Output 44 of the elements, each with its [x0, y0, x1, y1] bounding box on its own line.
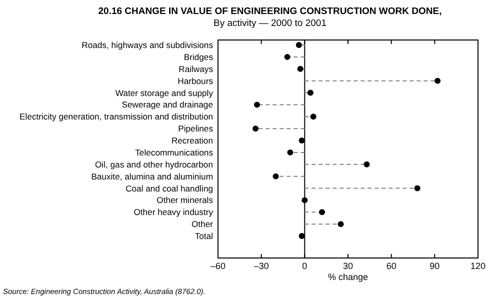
point [254, 102, 260, 108]
x-axis-title: % change [328, 272, 368, 282]
point [297, 66, 304, 72]
x-tick-label: 90 [430, 261, 440, 271]
x-tick-label: –30 [254, 261, 269, 271]
y-tick-label: Oil, gas and other hydrocarbon [95, 159, 214, 170]
x-tick-label: 60 [386, 261, 396, 271]
y-tick-label: Other heavy industry [134, 207, 214, 218]
y-tick-label: Pipelines [178, 124, 213, 134]
point [434, 78, 441, 84]
point [319, 209, 325, 216]
point [338, 221, 344, 228]
point [364, 161, 370, 168]
y-tick-label: Electricity generation, transmission and distribution [20, 112, 214, 122]
point [252, 126, 259, 132]
y-tick-label: Harbours [178, 76, 213, 86]
point [302, 197, 308, 204]
y-tick-label: Other minerals [156, 195, 213, 206]
y-tick-label: Telecommunications [135, 147, 213, 158]
point [296, 42, 302, 48]
point [414, 185, 420, 192]
x-tick-label: –60 [210, 261, 226, 271]
point [298, 233, 305, 239]
point [310, 114, 316, 120]
x-tick-label: 30 [342, 261, 354, 271]
x-tick-label: 0 [302, 261, 308, 271]
y-tick-label: Other [192, 219, 214, 230]
y-tick-label: Railways [178, 64, 213, 74]
point [287, 149, 294, 156]
y-tick-label: Bauxite, alumina and aluminium [91, 171, 213, 182]
point [307, 90, 314, 96]
y-tick-label: Sewerage and drainage [122, 100, 214, 110]
y-tick-label: Coal and coal handling [126, 183, 214, 194]
chart-subtitle: By activity — 2000 to 2001 [213, 18, 327, 29]
y-tick-label: Bridges [184, 52, 213, 62]
point [298, 138, 305, 144]
point [272, 173, 279, 180]
y-tick-label: Total [194, 231, 214, 241]
point [284, 54, 290, 60]
chart-title: 20.16 CHANGE IN VALUE OF ENGINEERING CONSTRUCTION WORK DONE, [98, 6, 442, 17]
y-tick-label: Recreation [171, 136, 214, 146]
x-tick-label: 120 [470, 261, 486, 271]
y-tick-label: Roads, highways and subdivisions [82, 40, 213, 50]
y-tick-label: Water storage and supply [115, 88, 214, 98]
